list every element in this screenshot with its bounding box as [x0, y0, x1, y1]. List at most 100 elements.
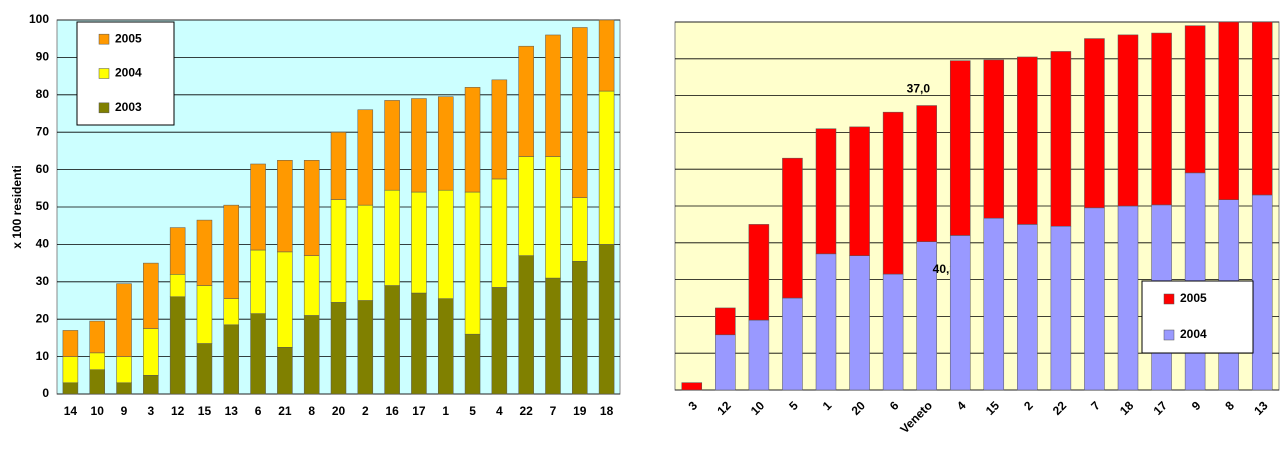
bar-segment	[1251, 194, 1273, 391]
bar-segment	[518, 156, 534, 256]
x-tick-label: 1	[820, 398, 835, 413]
y-tick-label: 60	[36, 162, 50, 176]
bar-segment	[1218, 21, 1239, 200]
bar-segment	[849, 126, 870, 256]
bar-segment	[196, 285, 213, 344]
bar-segment	[411, 191, 427, 294]
legend-swatch	[98, 102, 110, 114]
bar-segment	[62, 382, 79, 395]
bar-segment	[357, 204, 374, 301]
value-label: 37,0	[907, 82, 931, 96]
bar-segment	[782, 157, 803, 299]
bar-segment	[277, 251, 293, 348]
bar-segment	[1050, 225, 1072, 391]
bar-segment	[1084, 207, 1105, 391]
x-tick-label: 20	[849, 398, 869, 418]
y-tick-label: 100	[29, 12, 49, 26]
bar-segment	[384, 100, 400, 191]
y-tick-label: 80	[36, 87, 50, 101]
bar-segment	[330, 199, 347, 303]
bar-segment	[598, 19, 615, 92]
x-tick-label: 20	[332, 404, 346, 418]
legend-swatch	[98, 68, 110, 79]
y-axis-label: x 100 residenti	[10, 165, 24, 248]
x-tick-label: 10	[748, 398, 768, 418]
bar-segment	[277, 347, 293, 395]
bar-segment	[815, 253, 837, 391]
y-tick-label: 20	[36, 311, 50, 325]
bar-segment	[518, 45, 534, 157]
x-tick-label: 13	[1251, 398, 1271, 418]
bar-segment	[1050, 51, 1072, 227]
legend-label: 2004	[115, 66, 142, 80]
bar-segment	[223, 204, 240, 299]
y-tick-label: 30	[36, 274, 50, 288]
x-tick-label: 8	[1222, 398, 1237, 413]
bar-segment	[116, 382, 132, 395]
bar-segment	[518, 255, 534, 395]
bar-segment	[916, 105, 937, 242]
bar-segment	[1084, 38, 1105, 209]
bar-segment	[849, 255, 870, 391]
legend-box	[76, 21, 175, 126]
bar-segment	[89, 352, 105, 370]
y-tick-label: 90	[36, 50, 50, 64]
bar-segment	[143, 375, 159, 395]
y-tick-label: 40	[36, 237, 50, 251]
bar-segment	[330, 302, 347, 395]
x-tick-label: 7	[550, 404, 557, 418]
x-tick-label: 16	[385, 404, 399, 418]
bar-segment	[250, 313, 266, 395]
bar-segment	[464, 87, 481, 193]
legend-swatch	[1163, 293, 1175, 305]
x-tick-label: 3	[147, 404, 154, 418]
x-tick-label: 4	[496, 404, 503, 418]
bar-segment	[572, 27, 588, 198]
bar-segment	[330, 131, 347, 200]
x-tick-label: 7	[1088, 398, 1103, 413]
bar-segment	[116, 356, 132, 384]
bar-segment	[782, 297, 803, 391]
bar-segment	[545, 34, 561, 157]
bar-segment	[196, 343, 213, 395]
bar-segment	[250, 249, 266, 314]
bar-segment	[437, 96, 454, 191]
legend-label: 2003	[115, 100, 142, 114]
legend-swatch	[98, 33, 110, 45]
x-tick-label: 2	[1021, 398, 1036, 413]
legend-label: 2005	[115, 31, 142, 45]
y-tick-label: 50	[36, 199, 50, 213]
bar-segment	[572, 197, 588, 262]
bar-segment	[1151, 32, 1172, 206]
x-tick-label: 9	[121, 404, 128, 418]
bar-segment	[62, 330, 79, 357]
bar-segment	[983, 217, 1005, 391]
bar-segment	[411, 98, 427, 193]
bar-segment	[1017, 224, 1038, 391]
legend-swatch	[1163, 329, 1175, 341]
bar-segment	[169, 296, 186, 395]
bar-segment	[545, 156, 561, 279]
x-tick-label: 12	[714, 398, 734, 418]
bar-segment	[169, 227, 186, 275]
x-tick-label: 13	[225, 404, 239, 418]
x-tick-label: 17	[412, 404, 426, 418]
x-tick-label: 6	[887, 398, 902, 413]
bar-segment	[411, 292, 427, 395]
bar-segment	[437, 298, 454, 395]
bar-segment	[882, 273, 904, 391]
x-tick-label: 12	[171, 404, 185, 418]
x-tick-label: 5	[786, 398, 801, 413]
bar-segment	[748, 319, 770, 391]
bar-segment	[303, 160, 320, 256]
bar-segment	[715, 307, 736, 336]
bar-segment	[949, 60, 971, 236]
bar-segment	[357, 109, 374, 206]
legend-box	[1141, 280, 1254, 354]
x-tick-label: 5	[469, 404, 476, 418]
x-tick-label: 15	[198, 404, 212, 418]
x-tick-label: 18	[600, 404, 614, 418]
bar-segment	[949, 235, 971, 391]
bar-segment	[748, 224, 770, 321]
